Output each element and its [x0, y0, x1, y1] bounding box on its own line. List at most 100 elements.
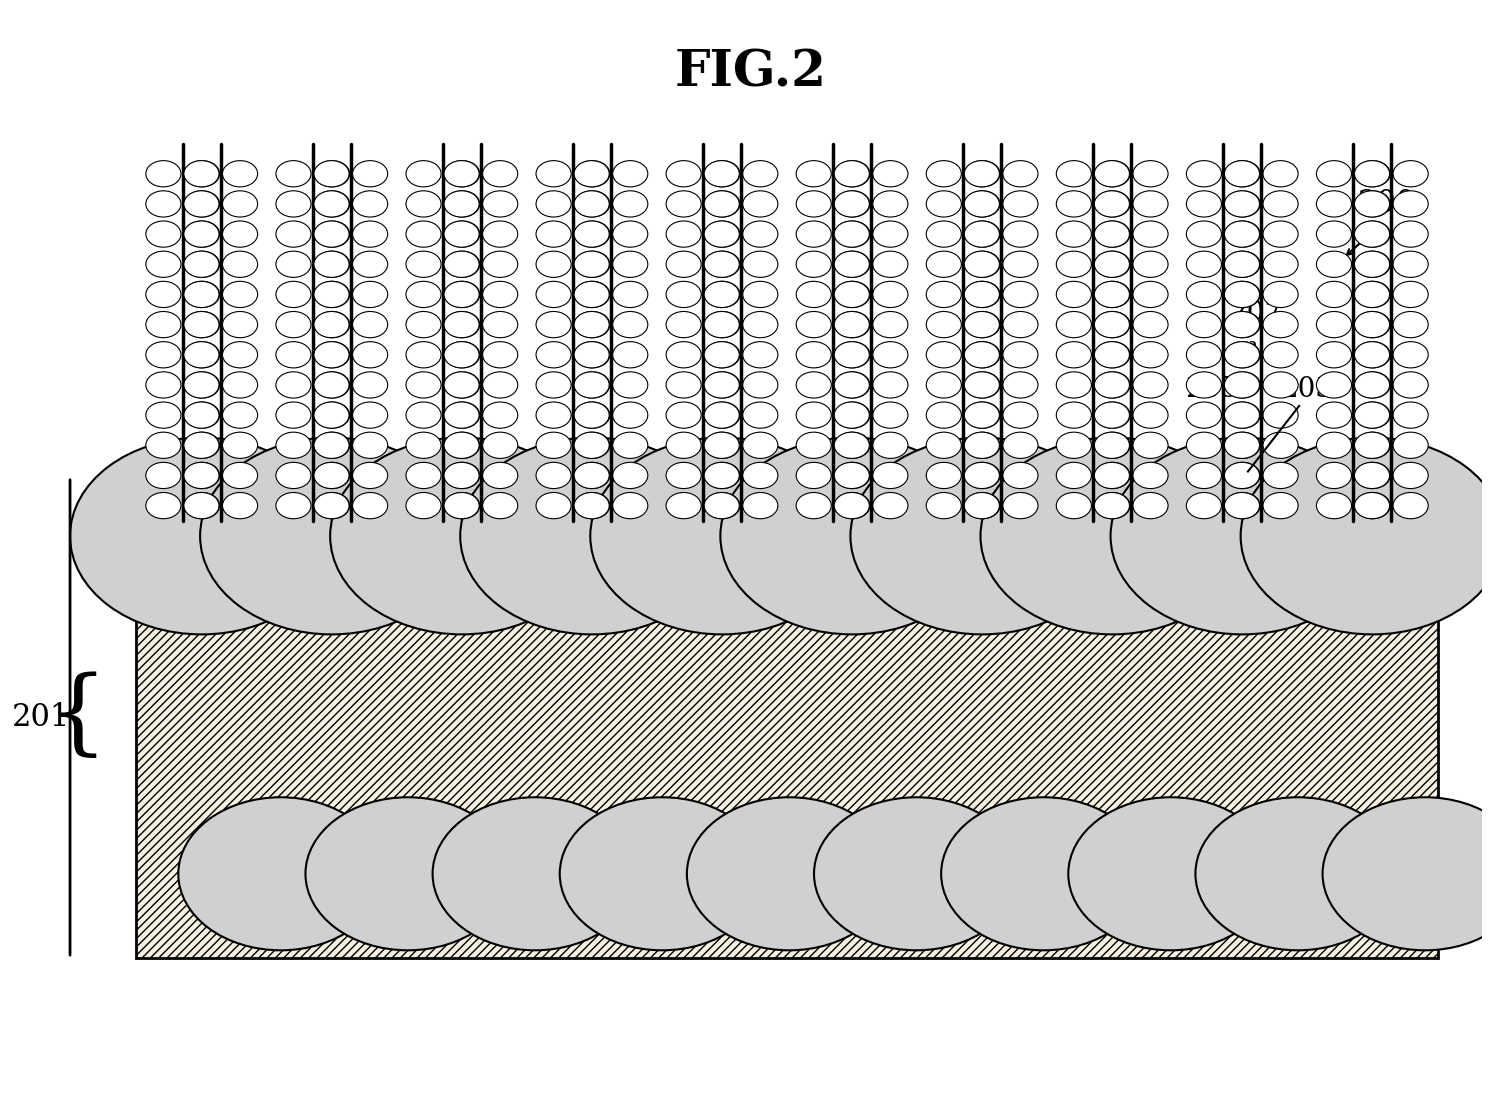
Circle shape [1094, 372, 1130, 399]
Circle shape [444, 342, 479, 368]
Circle shape [1187, 221, 1221, 247]
Circle shape [797, 372, 831, 399]
Circle shape [575, 402, 609, 428]
Circle shape [1224, 311, 1260, 338]
Circle shape [1316, 251, 1352, 278]
Circle shape [834, 161, 870, 187]
Circle shape [275, 190, 311, 217]
Circle shape [743, 493, 777, 519]
Circle shape [873, 342, 908, 368]
Circle shape [704, 463, 739, 488]
Circle shape [704, 372, 739, 399]
Circle shape [444, 493, 479, 519]
Circle shape [314, 190, 348, 217]
Circle shape [1187, 372, 1221, 399]
Circle shape [353, 161, 387, 187]
Circle shape [1094, 190, 1130, 217]
Circle shape [183, 493, 219, 519]
Circle shape [704, 190, 739, 217]
Circle shape [1355, 221, 1391, 247]
Circle shape [482, 281, 518, 308]
Circle shape [1394, 190, 1428, 217]
Circle shape [1224, 463, 1260, 488]
Circle shape [704, 372, 740, 399]
Circle shape [314, 432, 348, 458]
Circle shape [445, 372, 479, 399]
Circle shape [185, 342, 219, 368]
Circle shape [797, 221, 831, 247]
Circle shape [612, 251, 648, 278]
Circle shape [314, 463, 348, 488]
Circle shape [797, 161, 831, 187]
Circle shape [1004, 342, 1038, 368]
Circle shape [536, 493, 572, 519]
Circle shape [1133, 493, 1167, 519]
Circle shape [1355, 432, 1391, 458]
Circle shape [353, 221, 387, 247]
Circle shape [314, 432, 350, 458]
Circle shape [1094, 463, 1130, 488]
Circle shape [743, 402, 777, 428]
Circle shape [704, 311, 739, 338]
Circle shape [482, 221, 518, 247]
Circle shape [1133, 402, 1167, 428]
Circle shape [1316, 221, 1352, 247]
Circle shape [1094, 432, 1130, 458]
Circle shape [433, 797, 637, 950]
Circle shape [1094, 221, 1130, 247]
Circle shape [1094, 372, 1130, 399]
Circle shape [183, 251, 219, 278]
Circle shape [275, 221, 311, 247]
Circle shape [1263, 161, 1298, 187]
Circle shape [275, 493, 311, 519]
Circle shape [1133, 221, 1167, 247]
Circle shape [536, 311, 572, 338]
Circle shape [1355, 372, 1389, 399]
Circle shape [1263, 372, 1298, 399]
Circle shape [926, 342, 962, 368]
Circle shape [835, 221, 870, 247]
Circle shape [1196, 797, 1400, 950]
Circle shape [353, 402, 387, 428]
Circle shape [1133, 251, 1167, 278]
Circle shape [482, 463, 518, 488]
Circle shape [835, 281, 870, 308]
Circle shape [965, 251, 999, 278]
Circle shape [835, 402, 870, 428]
Circle shape [146, 432, 182, 458]
Circle shape [1224, 432, 1260, 458]
Circle shape [314, 493, 348, 519]
Circle shape [575, 493, 609, 519]
Circle shape [1322, 797, 1489, 950]
Circle shape [222, 463, 258, 488]
Circle shape [1394, 372, 1428, 399]
Circle shape [575, 311, 609, 338]
Circle shape [314, 281, 348, 308]
Circle shape [873, 402, 908, 428]
Circle shape [666, 463, 701, 488]
Circle shape [1225, 402, 1260, 428]
Circle shape [275, 161, 311, 187]
Circle shape [536, 161, 572, 187]
Circle shape [797, 311, 831, 338]
Circle shape [445, 281, 479, 308]
Circle shape [1263, 493, 1298, 519]
Circle shape [1187, 281, 1221, 308]
Circle shape [406, 190, 441, 217]
Circle shape [1094, 311, 1130, 338]
Circle shape [612, 161, 648, 187]
Circle shape [70, 437, 334, 634]
Circle shape [835, 161, 870, 187]
Circle shape [275, 251, 311, 278]
Circle shape [835, 493, 870, 519]
Circle shape [965, 372, 999, 399]
Circle shape [835, 432, 870, 458]
Circle shape [406, 493, 441, 519]
Circle shape [1316, 311, 1352, 338]
Circle shape [146, 221, 182, 247]
Circle shape [704, 281, 740, 308]
Circle shape [743, 251, 777, 278]
Circle shape [941, 797, 1147, 950]
Circle shape [1224, 161, 1260, 187]
Circle shape [1094, 493, 1130, 519]
